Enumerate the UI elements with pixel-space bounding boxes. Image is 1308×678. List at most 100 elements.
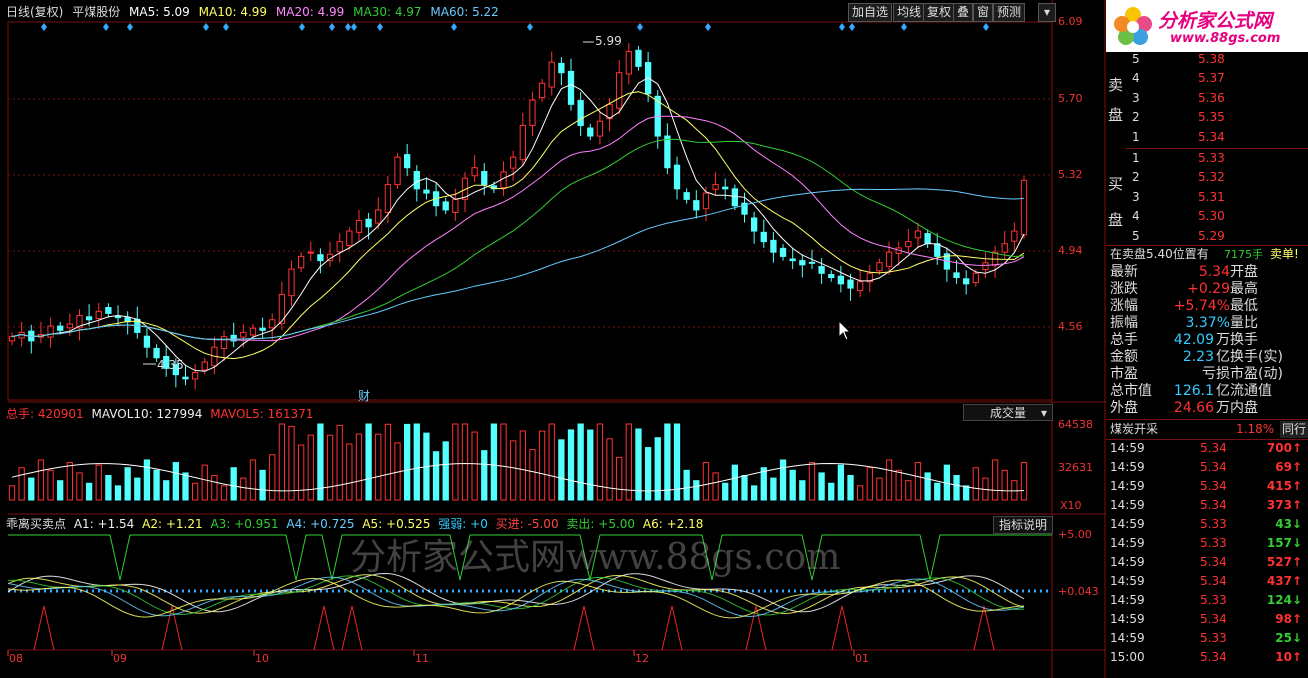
sell-level: 4 bbox=[1132, 71, 1140, 85]
sell-row[interactable]: 5 5.38 bbox=[1106, 50, 1308, 68]
sector-row[interactable]: 煤炭开采 1.18% 同行 bbox=[1106, 421, 1308, 438]
buy-signal-line bbox=[313, 605, 335, 651]
candlestick bbox=[375, 209, 382, 224]
quote-stats: 最新 5.34 开盘 涨跌 +0.29 最高 涨幅 +5.74% 最低 振幅 3… bbox=[1106, 264, 1308, 419]
total-volume-label: 总手 bbox=[1110, 332, 1138, 348]
ma20-value: MA20: 4.99 bbox=[275, 5, 345, 19]
outer-volume-unit: 万 bbox=[1216, 400, 1230, 416]
candlestick bbox=[538, 82, 546, 99]
signal-diamond-icon bbox=[451, 23, 457, 31]
buy-price: 5.30 bbox=[1198, 209, 1225, 223]
add-watchlist-button[interactable]: 加自选 bbox=[848, 3, 893, 22]
volume-bar bbox=[934, 482, 941, 501]
position-text: 在卖盘5.40位置有 bbox=[1110, 247, 1209, 261]
tick-row[interactable]: 14:59 5.33 124↓ bbox=[1106, 591, 1308, 610]
sector-pct: 1.18% bbox=[1236, 422, 1275, 436]
volume-bar bbox=[28, 477, 35, 501]
buy-row[interactable]: 1 5.33 bbox=[1106, 149, 1308, 167]
volume-bar bbox=[731, 464, 739, 501]
latest-label: 最新 bbox=[1110, 264, 1138, 280]
volume-bar bbox=[490, 423, 498, 501]
kline-chart-svg[interactable] bbox=[0, 0, 1106, 678]
tick-row[interactable]: 14:59 5.33 157↓ bbox=[1106, 534, 1308, 553]
tick-price: 5.34 bbox=[1200, 498, 1227, 512]
volume-bar bbox=[47, 469, 54, 501]
volume-bar bbox=[567, 429, 575, 501]
sell-row[interactable]: 2 5.35 bbox=[1106, 108, 1308, 126]
tick-row[interactable]: 14:59 5.33 25↓ bbox=[1106, 629, 1308, 648]
sell-row[interactable]: 1 5.34 bbox=[1106, 128, 1308, 146]
forecast-button[interactable]: 预测 bbox=[993, 3, 1026, 22]
tick-price: 5.34 bbox=[1200, 555, 1227, 569]
ma-line-button[interactable]: 均线 bbox=[893, 3, 926, 22]
adjust-button[interactable]: 复权 bbox=[923, 3, 956, 22]
tick-row[interactable]: 15:00 5.34 10↑ bbox=[1106, 648, 1308, 667]
candlestick bbox=[982, 262, 989, 270]
volume-bar bbox=[249, 459, 257, 501]
buy-row[interactable]: 4 5.30 bbox=[1106, 207, 1308, 225]
peer-button[interactable]: 同行 bbox=[1280, 421, 1308, 438]
indicator-name: 乖离买卖点 bbox=[6, 517, 67, 531]
signal-diamond-icon bbox=[377, 23, 383, 31]
tick-row[interactable]: 14:59 5.33 43↓ bbox=[1106, 515, 1308, 534]
sell-row[interactable]: 3 5.36 bbox=[1106, 89, 1308, 107]
candlestick bbox=[384, 184, 392, 213]
tick-price: 5.34 bbox=[1200, 441, 1227, 455]
tick-volume: 43↓ bbox=[1275, 517, 1302, 531]
volume-bar bbox=[8, 485, 16, 501]
turnover-real-label: 换手(实) bbox=[1230, 349, 1283, 365]
volume-bar bbox=[76, 472, 83, 501]
chart-header: 日线(复权) 平煤股份 MA5: 5.09 MA10: 4.99 MA20: 4… bbox=[6, 3, 504, 21]
indicator-help-button[interactable]: 指标说明 bbox=[993, 516, 1053, 534]
sell-row[interactable]: 4 5.37 bbox=[1106, 69, 1308, 87]
candlestick bbox=[230, 334, 237, 342]
tick-row[interactable]: 14:59 5.34 415↑ bbox=[1106, 477, 1308, 496]
tick-row[interactable]: 14:59 5.34 373↑ bbox=[1106, 496, 1308, 515]
buy-price: 5.33 bbox=[1198, 151, 1225, 165]
volume-bar bbox=[750, 485, 758, 501]
overlay-button[interactable]: 叠 bbox=[953, 3, 974, 22]
candlestick bbox=[625, 51, 632, 75]
chevron-down-icon[interactable]: ▾ bbox=[1038, 3, 1056, 22]
candlestick bbox=[914, 230, 922, 239]
buy-signal-line bbox=[831, 605, 853, 651]
tick-row[interactable]: 14:59 5.34 69↑ bbox=[1106, 458, 1308, 477]
indicator-select[interactable]: 成交量 ▾ bbox=[963, 404, 1053, 421]
volume-bar bbox=[355, 433, 363, 501]
candlestick bbox=[66, 323, 73, 329]
buy-row[interactable]: 3 5.31 bbox=[1106, 188, 1308, 206]
volume-bar bbox=[538, 430, 546, 501]
tick-row[interactable]: 14:59 5.34 437↑ bbox=[1106, 572, 1308, 591]
tick-list[interactable]: 14:59 5.34 700↑ 14:59 5.34 69↑ 14:59 5.34 415↑ 14… bbox=[1106, 439, 1308, 677]
indicator-sell: 卖出: +5.00 bbox=[566, 517, 636, 531]
tick-row[interactable]: 14:59 5.34 98↑ bbox=[1106, 610, 1308, 629]
window-button[interactable]: 窗 bbox=[973, 3, 994, 22]
amplitude-value: 3.37% bbox=[1185, 315, 1230, 331]
chart-area[interactable]: 日线(复权) 平煤股份 MA5: 5.09 MA10: 4.99 MA20: 4… bbox=[0, 0, 1106, 678]
candlestick bbox=[789, 258, 796, 262]
candlestick bbox=[413, 171, 420, 190]
pe-label: 市盈 bbox=[1110, 366, 1138, 382]
period-label[interactable]: 日线(复权) bbox=[6, 5, 64, 19]
volume-bar bbox=[799, 480, 806, 501]
tick-row[interactable]: 14:59 5.34 700↑ bbox=[1106, 439, 1308, 458]
candlestick bbox=[346, 230, 353, 246]
indicator-a3: A3: +0.951 bbox=[210, 517, 279, 531]
date-axis-label: 09 bbox=[113, 652, 127, 665]
finance-marker[interactable]: 财 bbox=[358, 389, 371, 403]
volume-bar bbox=[172, 462, 179, 501]
buy-row[interactable]: 5 5.29 bbox=[1106, 227, 1308, 245]
candlestick bbox=[799, 260, 806, 266]
indicator-axis-label: +5.00 bbox=[1058, 528, 1092, 541]
pe-value: 亏损 bbox=[1202, 366, 1230, 382]
candlestick bbox=[548, 61, 555, 88]
candlestick bbox=[876, 262, 883, 272]
candlestick bbox=[722, 186, 729, 190]
signal-diamond-icon bbox=[705, 23, 711, 31]
candlestick bbox=[442, 201, 449, 211]
volume-bar bbox=[857, 485, 864, 501]
candlestick bbox=[404, 154, 411, 169]
buy-row[interactable]: 2 5.32 bbox=[1106, 168, 1308, 186]
volume-bar bbox=[375, 433, 382, 501]
tick-row[interactable]: 14:59 5.34 527↑ bbox=[1106, 553, 1308, 572]
